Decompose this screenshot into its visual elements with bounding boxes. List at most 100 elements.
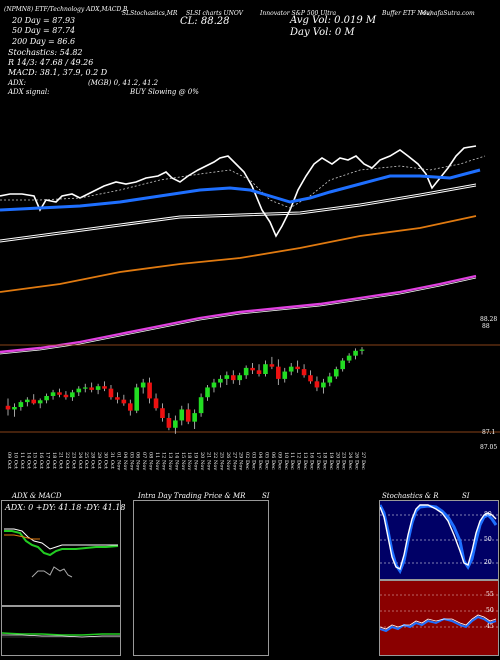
candle [160,403,165,422]
candle-body-up [70,392,75,398]
price-line-white [0,145,477,238]
stoch-tick-50: 50 [484,536,492,543]
candle [321,378,326,394]
stoch-tick-80: 80 [484,511,492,518]
date-label: 17 Dec [315,452,321,470]
candle-body-up [82,387,88,389]
candle [269,356,275,370]
date-label: 18 Dec [321,452,327,470]
date-label: 01 Nov [115,452,121,470]
date-label: 27 Dec [360,452,366,470]
candle [179,405,185,426]
ema200-line-white-thin [0,277,477,355]
candle-body-up [50,392,56,396]
candle-body-up [237,375,243,381]
date-label: 23 Dec [341,452,347,470]
date-label: 25 Nov [218,452,224,470]
candle-body-down [102,386,107,389]
date-label: 12 Dec [296,452,302,470]
candle [295,360,300,373]
candle [301,364,307,378]
candle [327,372,333,387]
candle-body-down [314,381,320,388]
candle [308,370,313,384]
candle-body-down [166,418,172,428]
date-label: 13 Nov [167,452,173,470]
candle-body-up [282,371,288,379]
date-label: 09 Oct [6,452,12,469]
date-label: 19 Dec [328,452,334,470]
candle-body-up [95,386,101,390]
date-label: 15 Oct [32,452,38,469]
date-label: 27 Nov [231,452,237,470]
intraday-si: SI [262,492,270,500]
candle [140,378,146,394]
candle [243,365,249,379]
macd-panel [1,606,121,656]
stochastics-label: Stochastics: 54.82 [8,48,83,57]
price-axis-4: 87.05 [480,444,498,451]
candle-body-down [127,403,133,411]
rsi-line-blue [380,615,497,633]
stoch-tick-20: 20 [484,559,492,566]
intraday-panel [133,500,269,656]
candle-body-down [115,397,120,400]
candle [288,363,294,376]
candle-body-up [140,382,146,388]
date-label: 04 Dec [257,452,263,470]
candle [127,399,133,416]
candle-body-down [89,387,94,390]
candle [82,383,88,393]
candle-body-up [288,366,294,372]
main-price-chart: 09 Oct 10 Oct 11 Oct 14 Oct 15 Oct 16 Oct 17 O… [0,145,500,470]
intraday-title: Intra Day Trading Price & MR [138,492,246,500]
day-vol-label: Day Vol: 0 M [290,27,355,38]
date-label: 02 Dec [244,452,250,470]
candle-body-up [327,376,333,383]
date-label: 26 Dec [354,452,360,470]
candle-body-down [57,392,62,395]
date-label: 23 Oct [70,452,76,469]
adx-line-white [4,528,118,550]
date-label: 11 Nov [154,452,160,470]
candle-body-down [185,409,191,422]
candle [44,393,49,404]
candle [198,393,204,417]
candle-body-up [12,407,17,410]
candle [153,393,159,411]
adx-signal-label: ADX signal: [8,88,50,96]
candle [346,353,352,363]
candle-body-up [44,396,49,401]
date-label: 16 Oct [38,452,44,469]
header-legend-1: SLStochastics,MR [122,10,178,17]
close-price-label: CL: 88.28 [180,16,230,27]
date-label: 14 Nov [173,452,179,470]
date-label: 11 Dec [289,452,295,470]
ema200-label: 200 Day = 86.6 [12,37,76,46]
candle [230,370,236,384]
rsi-tick-50: 50 [486,607,494,614]
rsi-tick-55: 55 [486,591,494,598]
candle [63,391,69,400]
candle-body-down [63,394,69,398]
candle-body-down [147,382,152,399]
candle-body-up [205,387,210,398]
macd-label: MACD: 38.1, 37.9, 0.2 D [8,68,108,77]
candle-body-up [353,350,358,356]
candle [50,389,56,400]
avg-vol-label: Avg Vol: 0.019 M [290,15,377,26]
adx-lines [4,528,119,578]
ema50-line-orange [0,215,477,293]
candle-body-down [308,375,313,382]
stochastics-panel: 80 50 20 [379,500,499,580]
date-label: 28 Oct [90,452,96,469]
candle [263,360,268,377]
date-label: 29 Nov [238,452,244,470]
candle [256,364,262,377]
ema50-label: 50 Day = 87.74 [12,26,76,35]
date-label: 12 Nov [160,452,166,470]
header-legend-3: Innovator S&P 500 Ultra [260,10,337,17]
date-label: 10 Oct [12,452,18,469]
rsi-panel: 55 50 45 [379,580,499,656]
candle [115,392,120,404]
